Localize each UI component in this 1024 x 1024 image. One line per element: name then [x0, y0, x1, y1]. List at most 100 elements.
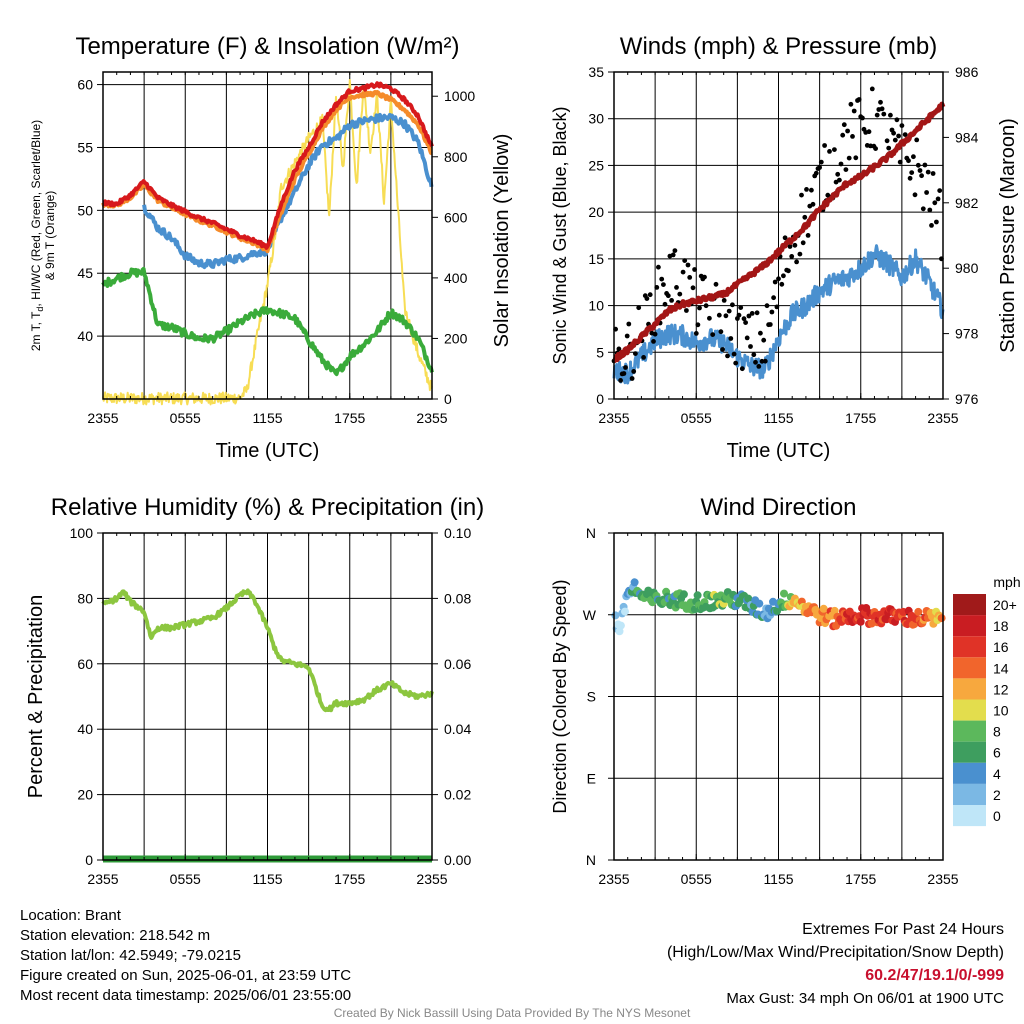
- gust-point: [917, 168, 923, 173]
- gust-point: [884, 138, 890, 144]
- colorbar-swatch: [953, 594, 986, 616]
- y-tick-label: 60: [77, 656, 93, 672]
- y-right-tick-label: 978: [955, 326, 979, 342]
- gust-point: [728, 336, 734, 341]
- gust-point: [720, 347, 725, 352]
- gust-point: [802, 214, 808, 220]
- gust-point: [853, 155, 859, 161]
- gust-point: [762, 358, 768, 364]
- gust-point: [851, 108, 857, 114]
- gust-point: [781, 273, 786, 279]
- gust-point: [710, 332, 716, 337]
- gust-point: [789, 254, 795, 259]
- gust-point: [633, 351, 638, 356]
- gust-point: [697, 305, 702, 311]
- gust-point: [736, 312, 742, 318]
- gust-point: [723, 313, 729, 319]
- gust-point: [685, 262, 691, 268]
- colorbar-label: 20+: [993, 597, 1017, 613]
- gust-point: [920, 206, 926, 212]
- gust-point: [702, 274, 707, 280]
- gust-point: [911, 154, 916, 160]
- x-tick-label: 0555: [170, 871, 201, 887]
- gust-point: [846, 155, 852, 161]
- gust-point: [897, 159, 903, 165]
- y-tick-label: 30: [588, 111, 604, 127]
- gust-point: [674, 285, 679, 290]
- x-axis-label: Time (UTC): [216, 440, 320, 462]
- x-tick-label: 1155: [252, 871, 282, 887]
- sonic-wind-line: [612, 244, 945, 385]
- y-tick-label: 35: [588, 64, 604, 80]
- chart-title: Wind Direction: [700, 494, 856, 521]
- y-right-tick-label: 800: [444, 149, 468, 165]
- gust-point: [713, 281, 719, 287]
- gust-point: [624, 333, 630, 339]
- temp-2m-line: [102, 81, 434, 250]
- colorbar-swatch: [953, 741, 986, 763]
- gust-point: [662, 301, 668, 307]
- gust-point: [919, 173, 924, 179]
- gust-point: [654, 285, 660, 290]
- colorbar-swatch: [953, 783, 986, 805]
- y-right-tick-label: 0.08: [444, 590, 471, 606]
- direction-point: [744, 594, 753, 603]
- gust-point: [779, 281, 785, 287]
- gust-point: [644, 296, 650, 301]
- gust-point: [792, 242, 798, 248]
- colorbar-label: 2: [993, 787, 1001, 803]
- gust-point: [754, 310, 760, 316]
- direction-point: [693, 591, 702, 600]
- gust-point: [909, 170, 915, 176]
- extremes-box: Extremes For Past 24 Hours (High/Low/Max…: [667, 918, 1004, 1010]
- direction-point: [616, 621, 625, 630]
- gust-point: [741, 316, 747, 322]
- gust-point: [924, 190, 929, 195]
- gust-point: [899, 123, 905, 128]
- gust-point: [866, 129, 872, 135]
- gust-point: [626, 321, 632, 327]
- y-axis-label: Direction (Colored By Speed): [550, 579, 570, 813]
- gust-point: [680, 269, 686, 275]
- x-tick-label: 0555: [681, 871, 712, 887]
- gust-point: [873, 146, 878, 152]
- temp-9m-line: [101, 89, 433, 254]
- gust-point: [810, 201, 816, 207]
- gust-point: [935, 196, 941, 202]
- gust-point: [767, 322, 773, 327]
- colorbar-swatch: [953, 657, 986, 679]
- station-pressure-line: [612, 101, 946, 364]
- gust-point: [669, 298, 674, 303]
- gust-point: [703, 303, 709, 309]
- gust-point: [616, 346, 622, 352]
- station-elevation: Station elevation: 218.542 m: [20, 927, 211, 944]
- y-tick-label: 20: [77, 787, 93, 803]
- x-tick-label: 1755: [334, 410, 365, 426]
- gust-point: [739, 366, 745, 372]
- gust-point: [856, 97, 862, 102]
- gust-point: [822, 143, 827, 148]
- colorbar-swatch: [953, 720, 986, 742]
- gust-point: [730, 302, 735, 308]
- gust-point: [838, 161, 844, 167]
- gust-point: [925, 169, 931, 175]
- y-right-tick-label: 1000: [444, 88, 475, 104]
- direction-point: [856, 617, 865, 626]
- gust-point: [656, 264, 661, 270]
- colorbar-label: 0: [993, 808, 1001, 824]
- y-right-tick-label: 0.02: [444, 787, 471, 803]
- y-tick-label: 10: [588, 298, 604, 314]
- x-tick-label: 2355: [927, 410, 958, 426]
- gust-point: [915, 162, 921, 168]
- y-tick-label: 40: [77, 328, 93, 344]
- gust-point: [659, 276, 665, 282]
- y-axis-label: 2m T, Td, HI/WC (Red, Green, Scarlet/Blu…: [29, 120, 57, 351]
- y-tick-label: S: [587, 689, 596, 705]
- colorbar-swatch: [953, 678, 986, 700]
- x-tick-label: 0555: [681, 410, 712, 426]
- gust-point: [744, 335, 750, 341]
- gust-point: [797, 251, 803, 257]
- gust-point: [837, 177, 842, 183]
- colorbar-label: 8: [993, 724, 1001, 740]
